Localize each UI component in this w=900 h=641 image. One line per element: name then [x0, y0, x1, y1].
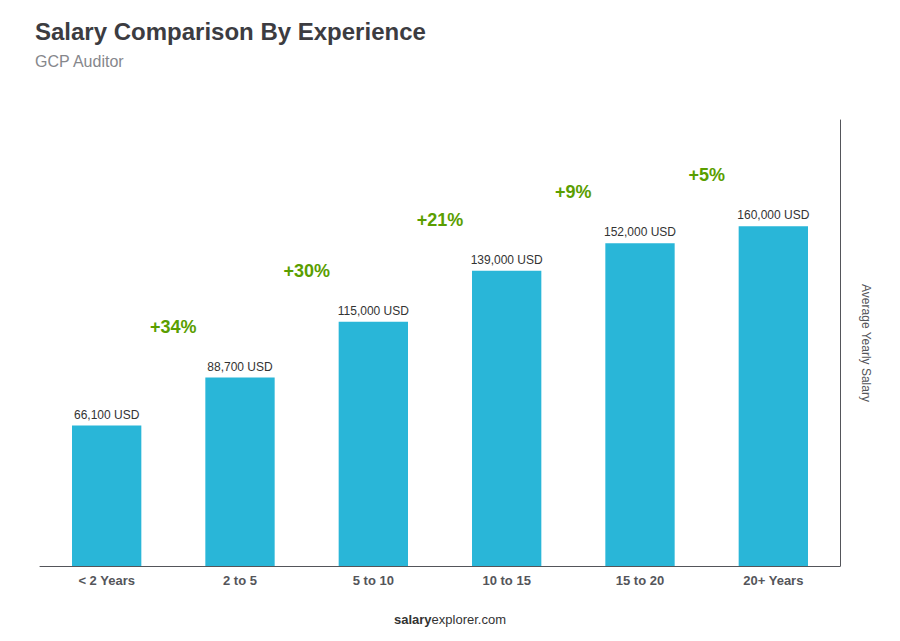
svg-text:115,000 USD: 115,000 USD — [338, 304, 409, 318]
svg-text:+34%: +34% — [150, 317, 197, 337]
svg-text:GCP Auditor: GCP Auditor — [35, 53, 124, 70]
svg-text:15 to 20: 15 to 20 — [616, 573, 664, 588]
svg-text:152,000 USD: 152,000 USD — [604, 225, 676, 239]
svg-text:20+ Years: 20+ Years — [743, 573, 803, 588]
svg-text:160,000 USD: 160,000 USD — [737, 208, 809, 222]
svg-text:5 to 10: 5 to 10 — [353, 573, 394, 588]
svg-text:88,700 USD: 88,700 USD — [207, 360, 273, 374]
svg-text:salary: salary — [394, 612, 432, 627]
svg-text:10 to 15: 10 to 15 — [482, 573, 530, 588]
svg-text:explorer.com: explorer.com — [432, 612, 506, 627]
svg-text:+5%: +5% — [688, 165, 725, 185]
svg-text:139,000 USD: 139,000 USD — [471, 253, 543, 267]
svg-text:Salary Comparison By Experienc: Salary Comparison By Experience — [35, 18, 426, 45]
svg-text:< 2 Years: < 2 Years — [78, 573, 135, 588]
svg-text:2 to 5: 2 to 5 — [223, 573, 257, 588]
svg-text:+9%: +9% — [555, 182, 592, 202]
svg-text:Average Yearly Salary: Average Yearly Salary — [859, 284, 873, 402]
svg-text:+30%: +30% — [283, 261, 330, 281]
svg-text:66,100 USD: 66,100 USD — [74, 408, 140, 422]
svg-text:+21%: +21% — [417, 210, 464, 230]
